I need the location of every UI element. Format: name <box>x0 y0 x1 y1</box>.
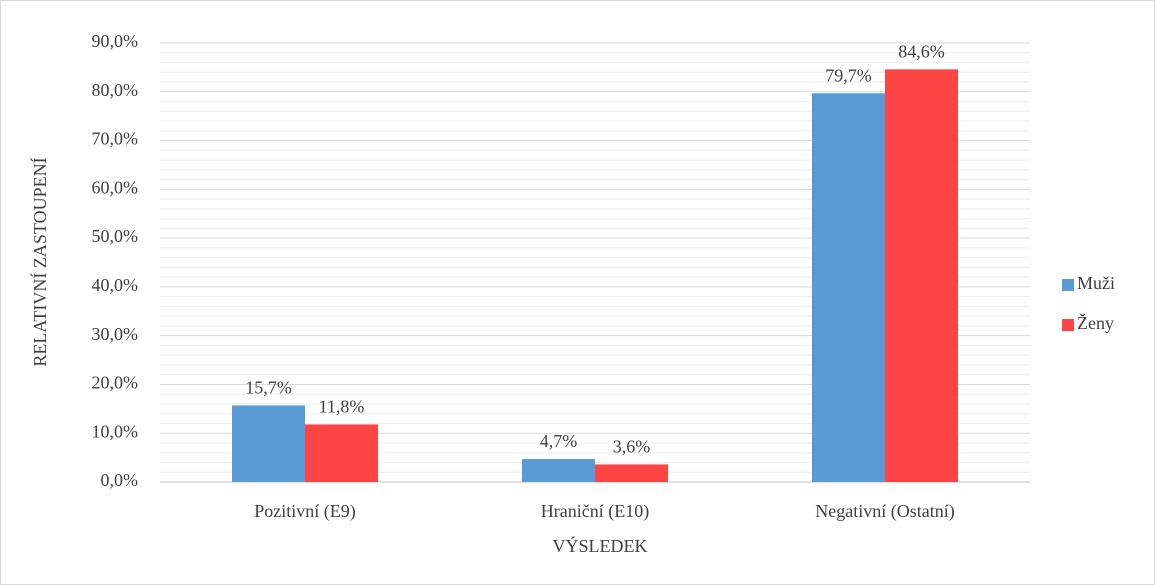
bar <box>595 464 668 482</box>
data-label: 11,8% <box>319 397 365 417</box>
data-label: 4,7% <box>540 431 578 451</box>
y-tick-label: 0,0% <box>101 470 139 490</box>
legend-label: Ženy <box>1077 312 1114 333</box>
legend-swatch <box>1062 279 1074 291</box>
x-tick-label: Negativní (Ostatní) <box>815 501 954 522</box>
bar <box>522 459 595 482</box>
x-tick-label: Hraniční (E10) <box>541 501 649 522</box>
y-tick-label: 70,0% <box>92 129 139 149</box>
bar <box>812 93 885 482</box>
legend-label: Muži <box>1077 273 1115 293</box>
data-label: 3,6% <box>613 437 651 457</box>
data-label: 84,6% <box>898 41 945 61</box>
y-tick-label: 40,0% <box>92 275 139 295</box>
y-tick-label: 20,0% <box>92 373 139 393</box>
y-tick-label: 10,0% <box>92 421 139 441</box>
y-tick-label: 80,0% <box>92 80 139 100</box>
x-tick-label: Pozitivní (E9) <box>254 501 356 522</box>
y-tick-label: 90,0% <box>92 31 139 51</box>
y-tick-label: 30,0% <box>92 324 139 344</box>
x-axis-title: VÝSLEDEK <box>553 535 648 556</box>
data-label: 79,7% <box>825 65 872 85</box>
data-label: 15,7% <box>245 378 292 398</box>
bar <box>305 424 378 482</box>
y-axis-title: RELATIVNÍ ZASTOUPENÍ <box>29 157 50 366</box>
legend-swatch <box>1062 319 1074 331</box>
y-tick-label: 60,0% <box>92 177 139 197</box>
y-tick-label: 50,0% <box>92 226 139 246</box>
bar <box>885 69 958 482</box>
bar <box>232 405 305 482</box>
